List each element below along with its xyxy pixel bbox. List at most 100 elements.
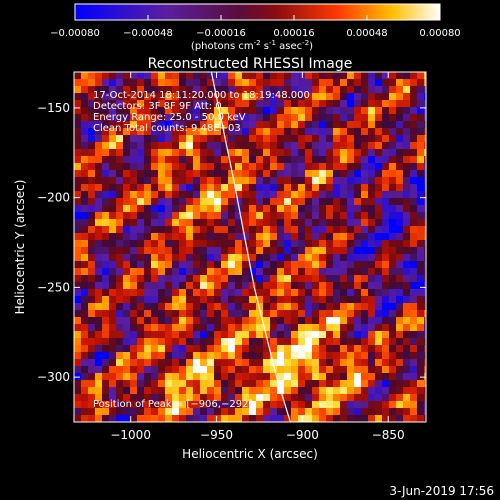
heatmap-cell: [319, 324, 326, 331]
heatmap-cell: [228, 366, 235, 373]
heatmap-cell: [256, 352, 263, 359]
colorbar-tick-label: −0.00048: [123, 28, 173, 39]
heatmap-cell: [144, 247, 151, 254]
heatmap-cell: [102, 373, 109, 380]
heatmap-cell: [151, 191, 158, 198]
heatmap-cell: [144, 93, 151, 100]
heatmap-cell: [368, 254, 375, 261]
heatmap-cell: [193, 352, 200, 359]
heatmap-cell: [333, 135, 340, 142]
heatmap-cell: [109, 247, 116, 254]
heatmap-cell: [375, 121, 382, 128]
heatmap-cell: [123, 198, 130, 205]
heatmap-cell: [291, 289, 298, 296]
heatmap-cell: [270, 387, 277, 394]
heatmap-cell: [410, 275, 417, 282]
heatmap-cell: [95, 268, 102, 275]
heatmap-cell: [333, 107, 340, 114]
heatmap-cell: [291, 240, 298, 247]
heatmap-cell: [109, 331, 116, 338]
heatmap-cell: [277, 142, 284, 149]
heatmap-cell: [333, 170, 340, 177]
heatmap-cell: [74, 352, 81, 359]
heatmap-cell: [382, 296, 389, 303]
heatmap-cell: [214, 394, 221, 401]
heatmap-cell: [340, 79, 347, 86]
heatmap-cell: [242, 212, 249, 219]
heatmap-cell: [263, 128, 270, 135]
heatmap-cell: [74, 408, 81, 415]
heatmap-cell: [270, 247, 277, 254]
heatmap-cell: [270, 415, 277, 422]
heatmap-cell: [403, 289, 410, 296]
heatmap-cell: [242, 114, 249, 121]
heatmap-cell: [417, 100, 424, 107]
heatmap-cell: [228, 345, 235, 352]
heatmap-cell: [123, 282, 130, 289]
heatmap-cell: [109, 226, 116, 233]
heatmap-cell: [319, 156, 326, 163]
heatmap-cell: [81, 100, 88, 107]
heatmap-cell: [410, 289, 417, 296]
heatmap-cell: [312, 240, 319, 247]
heatmap-cell: [207, 219, 214, 226]
heatmap-cell: [417, 296, 424, 303]
heatmap-cell: [424, 408, 426, 415]
heatmap-cell: [88, 331, 95, 338]
heatmap-cell: [284, 191, 291, 198]
heatmap-cell: [207, 114, 214, 121]
heatmap-cell: [249, 93, 256, 100]
heatmap-cell: [193, 142, 200, 149]
heatmap-cell: [389, 163, 396, 170]
heatmap-cell: [340, 401, 347, 408]
heatmap-cell: [249, 387, 256, 394]
heatmap-cell: [123, 100, 130, 107]
heatmap-cell: [123, 317, 130, 324]
heatmap-cell: [354, 233, 361, 240]
heatmap-cell: [214, 205, 221, 212]
heatmap-cell: [263, 289, 270, 296]
heatmap-cell: [361, 142, 368, 149]
heatmap-cell: [74, 86, 81, 93]
heatmap-cell: [123, 415, 130, 422]
heatmap-cell: [172, 275, 179, 282]
heatmap-cell: [249, 247, 256, 254]
heatmap-cell: [193, 268, 200, 275]
heatmap-cell: [263, 212, 270, 219]
heatmap-cell: [179, 254, 186, 261]
heatmap-cell: [326, 156, 333, 163]
heatmap-cell: [256, 93, 263, 100]
heatmap-cell: [340, 128, 347, 135]
heatmap-cell: [144, 380, 151, 387]
heatmap-cell: [186, 394, 193, 401]
heatmap-cell: [172, 198, 179, 205]
heatmap-cell: [116, 233, 123, 240]
heatmap-cell: [137, 128, 144, 135]
heatmap-cell: [214, 107, 221, 114]
heatmap-cell: [221, 135, 228, 142]
heatmap-cell: [249, 268, 256, 275]
heatmap-cell: [109, 212, 116, 219]
heatmap-cell: [354, 359, 361, 366]
heatmap-cell: [130, 247, 137, 254]
heatmap-cell: [389, 100, 396, 107]
heatmap-cell: [242, 394, 249, 401]
colorbar-tick-label: 0.00016: [273, 28, 314, 39]
heatmap-cell: [284, 275, 291, 282]
heatmap-cell: [410, 366, 417, 373]
heatmap-cell: [235, 226, 242, 233]
heatmap-cell: [74, 121, 81, 128]
heatmap-cell: [410, 233, 417, 240]
heatmap-cell: [186, 268, 193, 275]
heatmap-cell: [151, 310, 158, 317]
heatmap-cell: [151, 198, 158, 205]
heatmap-cell: [340, 254, 347, 261]
heatmap-cell: [74, 254, 81, 261]
heatmap-cell: [116, 359, 123, 366]
heatmap-cell: [270, 282, 277, 289]
heatmap-cell: [333, 121, 340, 128]
heatmap-cell: [410, 219, 417, 226]
heatmap-cell: [228, 331, 235, 338]
heatmap-cell: [270, 149, 277, 156]
heatmap-cell: [361, 121, 368, 128]
